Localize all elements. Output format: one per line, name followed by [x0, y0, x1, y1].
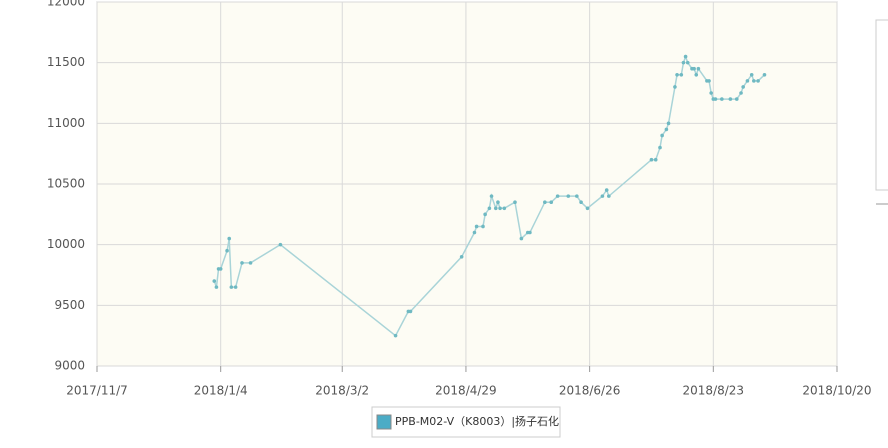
point — [513, 200, 517, 204]
point — [498, 206, 502, 211]
point — [408, 309, 413, 314]
y-tick-label: 11500 — [47, 55, 85, 69]
point — [673, 85, 677, 89]
point — [218, 267, 223, 271]
point — [679, 73, 684, 77]
point — [675, 73, 679, 77]
point — [393, 333, 398, 338]
y-tick-label: 12000 — [47, 0, 85, 9]
point — [762, 73, 767, 77]
point — [739, 91, 743, 95]
point — [459, 254, 464, 259]
point — [707, 79, 711, 83]
point — [649, 157, 654, 162]
point — [709, 91, 713, 95]
point — [664, 127, 669, 132]
point — [749, 73, 754, 77]
point — [472, 230, 477, 235]
point — [694, 73, 699, 77]
y-tick-label: 9500 — [54, 298, 85, 312]
point — [713, 97, 718, 101]
point — [555, 194, 560, 198]
side-panel-edge — [876, 203, 888, 205]
y-tick-label: 10000 — [47, 237, 85, 251]
legend — [371, 406, 561, 438]
point — [604, 188, 609, 192]
point — [528, 230, 532, 235]
point — [227, 236, 232, 241]
point — [212, 279, 217, 283]
point — [214, 285, 219, 289]
x-tick-label: 2017/11/7 — [66, 384, 128, 398]
point — [745, 79, 750, 83]
point — [483, 212, 487, 217]
y-tick-label: 11000 — [47, 116, 85, 130]
y-tick-label: 9000 — [54, 359, 85, 373]
point — [474, 224, 479, 229]
series-line — [213, 54, 766, 337]
point — [585, 206, 590, 211]
point — [240, 261, 244, 265]
point — [502, 206, 507, 211]
point — [543, 200, 547, 204]
point — [696, 66, 701, 71]
x-tick-label: 2018/10/20 — [802, 384, 871, 398]
point — [720, 97, 724, 101]
point — [658, 145, 662, 150]
point — [229, 285, 234, 289]
side-panel — [875, 19, 888, 191]
point — [666, 121, 671, 126]
x-tick-label: 2018/4/29 — [435, 384, 497, 398]
x-tick-label: 2018/6/26 — [559, 384, 621, 398]
point — [692, 66, 696, 71]
point — [248, 261, 253, 265]
point — [233, 285, 238, 289]
point — [728, 97, 733, 101]
point — [653, 157, 658, 162]
legend-swatch — [376, 414, 392, 430]
x-tick-label: 2018/8/23 — [683, 384, 745, 398]
point — [278, 242, 283, 247]
point — [566, 194, 571, 198]
point — [756, 79, 760, 83]
point — [600, 194, 605, 198]
point — [681, 60, 686, 65]
point — [579, 200, 583, 204]
point — [741, 85, 745, 89]
point — [519, 236, 524, 241]
point — [481, 224, 485, 229]
point — [752, 79, 756, 83]
point — [493, 206, 498, 211]
point — [225, 248, 229, 253]
x-tick-label: 2018/3/2 — [315, 384, 369, 398]
point — [489, 194, 494, 198]
y-tick-label: 10500 — [47, 177, 85, 191]
point — [496, 200, 500, 204]
point — [607, 194, 611, 198]
point — [487, 206, 492, 211]
point — [683, 54, 688, 59]
point — [575, 194, 579, 198]
point — [685, 60, 690, 65]
point — [549, 200, 554, 204]
point — [660, 133, 664, 138]
legend-label: PPB-M02-V（K8003）|扬子石化 — [395, 414, 559, 428]
x-tick-label: 2018/1/4 — [194, 384, 248, 398]
point — [734, 97, 739, 101]
